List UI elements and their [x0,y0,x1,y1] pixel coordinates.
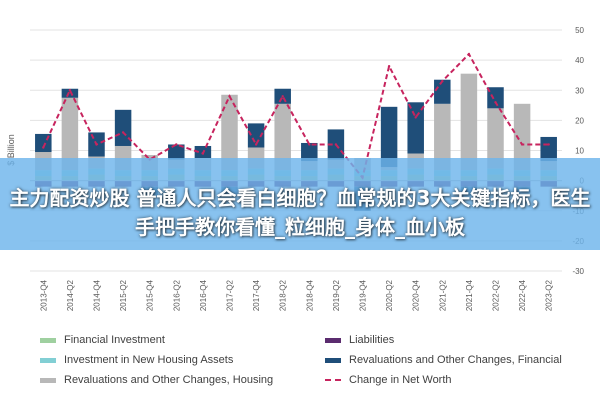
net-worth-point [308,143,311,146]
legend-swatch [325,357,341,363]
y-tick-label: 30 [575,86,584,95]
x-tick-label: 2015-Q4 [146,279,155,311]
legend-item-revaluations-housing: Revaluations and Other Changes, Housing [40,374,273,386]
overlay-banner: 主力配资炒股 普通人只会看白细胞？血常规的3大关键指标，医生手把手教你看懂_粒细… [0,158,600,250]
bar-segment [168,144,185,160]
bar-segment [513,103,531,171]
bar-segment [301,142,318,162]
x-tick-label: 2021-Q2 [438,279,447,311]
legend-item-investment-new-housing: Investment in New Housing Assets [40,354,233,366]
legend-item-revaluations-financial: Revaluations and Other Changes, Financia… [325,354,562,366]
net-worth-point [520,143,524,146]
x-tick-label: 2014-Q2 [66,279,75,311]
bar-segment [540,136,557,162]
net-worth-point [441,80,444,83]
x-tick-label: 2013-Q4 [39,279,48,311]
legend-item-liabilities: Liabilities [325,334,394,346]
legend-item-change-in-net-worth: Change in Net Worth [325,374,452,386]
y-axis-label: $ Billion [6,134,16,166]
x-tick-label: 2014-Q4 [93,279,102,311]
bar-segment [114,109,132,146]
bar-segment [434,79,451,104]
legend-dash [325,379,341,381]
legend-swatch [40,377,56,383]
y-tick-label: 20 [575,116,584,125]
net-worth-point [228,95,231,98]
net-worth-point [254,143,258,146]
bar-segment [487,87,504,109]
x-tick-label: 2022-Q2 [492,279,501,311]
net-worth-point [281,95,284,98]
legend-label: Financial Investment [64,334,165,346]
banner-text: 主力配资炒股 普通人只会看白细胞？血常规的3大关键指标，医生手把手教你看懂_粒细… [9,186,591,239]
bar-segment [434,103,451,171]
x-tick-label: 2016-Q2 [172,279,181,311]
net-worth-point [387,64,391,68]
x-tick-label: 2021-Q4 [465,279,474,311]
bar-segment [407,102,424,154]
x-tick-label: 2016-Q4 [199,279,208,311]
bar-segment [460,73,478,171]
net-worth-point [414,116,417,119]
legend-swatch [40,357,56,363]
legend-label: Investment in New Housing Assets [64,354,234,366]
bar-segment [274,103,291,171]
x-tick-label: 2023-Q2 [545,279,554,311]
bar-segment [247,123,265,148]
y-tick-label: 10 [575,147,584,156]
bar-segment [61,88,79,98]
x-tick-label: 2019-Q2 [332,279,341,311]
x-tick-label: 2018-Q4 [305,279,314,311]
y-tick-label: -30 [572,267,584,276]
x-tick-label: 2017-Q4 [252,279,261,311]
bar-segment [61,97,79,171]
net-worth-point [68,89,72,92]
legend-label: Change in Net Worth [349,374,452,386]
legend-item-financial-investment: Financial Investment [40,334,165,346]
net-worth-point [547,143,550,146]
bar-segment [487,108,504,169]
x-tick-label: 2019-Q4 [359,279,368,311]
net-worth-point [95,143,98,146]
y-tick-label: 50 [575,26,584,35]
legend-swatch [325,337,341,343]
net-worth-point [42,146,45,149]
legend-label: Liabilities [349,334,395,346]
bar-segment [380,106,398,168]
x-axis-ticks: 2013-Q4 2014-Q2 2014-Q4 2015-Q2 2015-Q4 2016-… [39,279,553,311]
legend-label: Revaluations and Other Changes, Housing [64,374,274,386]
x-tick-label: 2022-Q4 [518,279,527,311]
y-tick-label: 40 [575,56,584,65]
legend-label: Revaluations and Other Changes, Financia… [349,354,562,366]
net-worth-point [201,152,205,155]
net-worth-point [334,143,338,146]
x-tick-label: 2015-Q2 [119,279,128,311]
net-worth-point [175,143,178,146]
legend: Financial Investment Investment in New H… [40,334,600,394]
net-worth-point [467,52,471,56]
x-tick-label: 2017-Q2 [226,279,235,311]
net-worth-point [494,101,497,104]
net-worth-point [121,131,125,134]
x-tick-label: 2018-Q2 [279,279,288,311]
net-worth-series-line [42,52,549,180]
legend-swatch [40,337,56,343]
bar-segment [221,94,238,171]
x-tick-label: 2020-Q4 [412,279,421,311]
x-tick-label: 2020-Q2 [385,279,394,311]
